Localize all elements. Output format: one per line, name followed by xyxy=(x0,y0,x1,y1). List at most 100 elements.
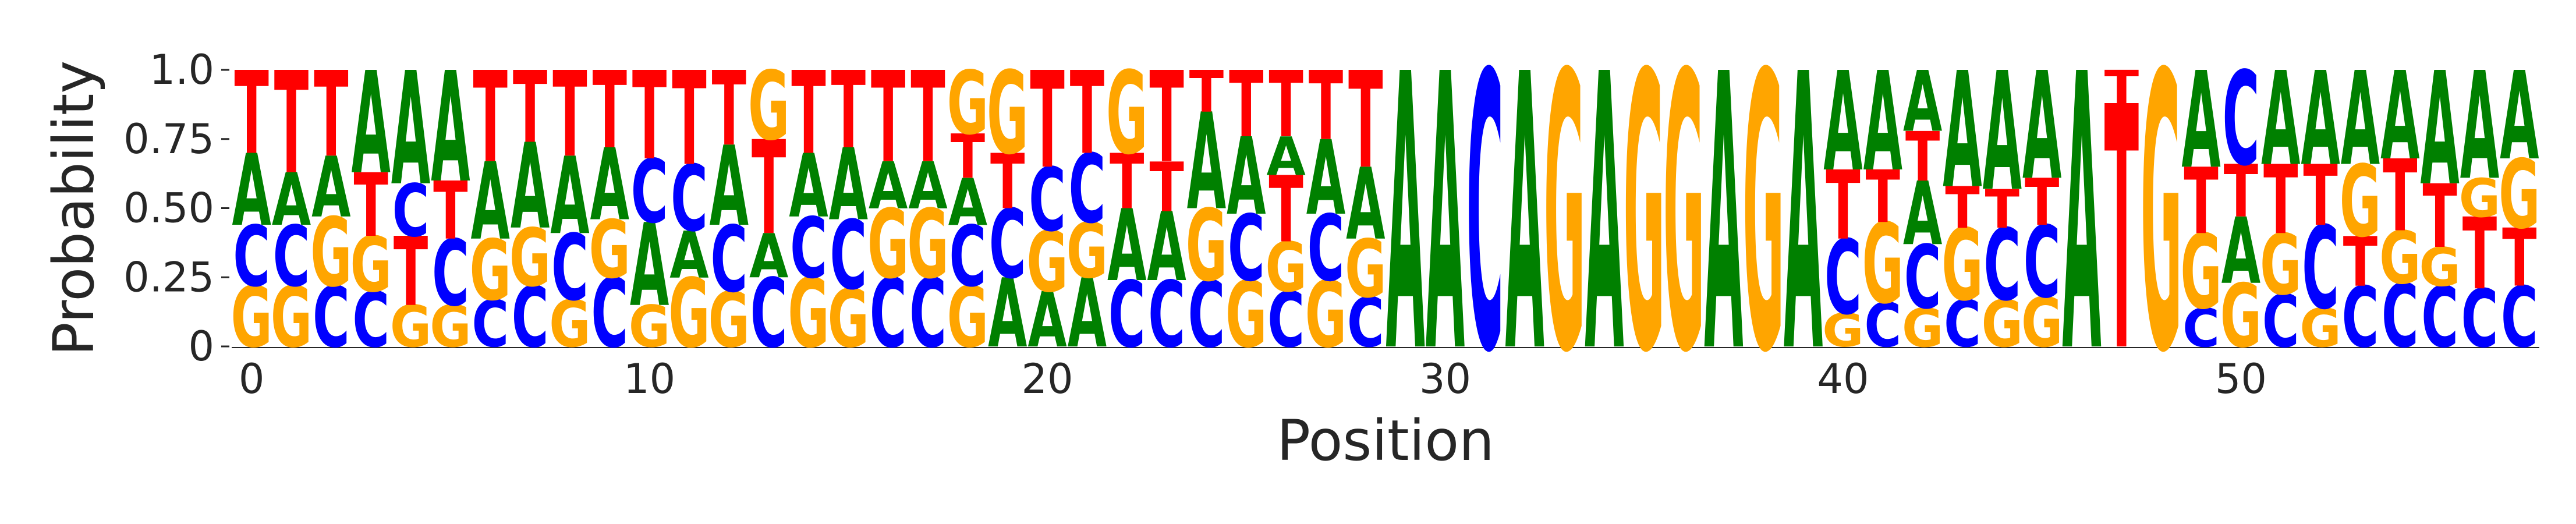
logo-letter-a: A xyxy=(1346,147,1385,262)
logo-letter-a: A xyxy=(2181,44,2220,199)
logo-letter-g: G xyxy=(1186,189,1227,304)
logo-letter-g: G xyxy=(828,274,869,366)
logo-letter-c: C xyxy=(1108,262,1146,368)
logo-letter-t: T xyxy=(2343,223,2377,302)
logo-letter-a: A xyxy=(471,140,510,264)
x-tick-label: 40 xyxy=(1817,355,1869,403)
logo-letter-a: A xyxy=(1505,0,1545,436)
logo-letter-t: T xyxy=(672,44,706,194)
logo-letter-a: A xyxy=(352,42,391,206)
logo-letter-a: A xyxy=(908,149,947,224)
logo-letter-c: C xyxy=(432,221,469,327)
logo-letter-a: A xyxy=(1704,0,1744,436)
x-axis: 0 10 20 30 40 50 xyxy=(232,347,2539,403)
logo-letter-g: G xyxy=(1225,262,1267,368)
logo-letter-a: A xyxy=(272,159,311,242)
logo-letter-g: G xyxy=(947,269,988,366)
logo-letter-t: T xyxy=(712,49,746,169)
logo-letter-a: A xyxy=(2221,199,2260,305)
logo-letter-a: A xyxy=(232,133,271,249)
logo-letter-c: C xyxy=(671,146,708,252)
logo-letter-c: C xyxy=(512,269,549,366)
logo-letter-a: A xyxy=(1027,277,1067,365)
logo-letter-a: A xyxy=(1386,0,1426,436)
logo-letter-g: G xyxy=(470,222,511,319)
logo-letter-g: G xyxy=(629,293,670,360)
logo-letter-c: C xyxy=(1944,288,1981,362)
logo-letter-c: C xyxy=(1983,208,2021,323)
logo-letter-c: C xyxy=(1347,284,1384,363)
logo-letter-c: C xyxy=(949,208,986,306)
logo-letter-t: T xyxy=(314,47,348,183)
logo-letter-a: A xyxy=(1863,43,1902,202)
logo-letter-g: G xyxy=(1544,0,1585,436)
logo-letter-t: T xyxy=(1866,156,1900,239)
logo-letters: GCATGCATCGATCGTAGTCAGCTACGATCGATGCATCGAT… xyxy=(231,0,2540,436)
logo-letter-g: G xyxy=(668,259,710,369)
logo-letter-a: A xyxy=(1068,259,1107,369)
logo-letter-c: C xyxy=(989,189,1026,300)
logo-letter-g: G xyxy=(310,198,352,309)
logo-letter-g: G xyxy=(1982,288,2023,362)
y-tick-label: 0 xyxy=(188,323,214,370)
logo-letter-c: C xyxy=(909,259,947,369)
logo-letter-c: C xyxy=(2382,265,2419,367)
logo-letter-g: G xyxy=(2340,144,2381,260)
y-tick-label: 0.50 xyxy=(123,185,214,232)
logo-letter-a: A xyxy=(1147,192,1186,303)
logo-letter-c: C xyxy=(1188,262,1225,368)
logo-letter-t: T xyxy=(2025,166,2059,240)
logo-letter-c: C xyxy=(472,288,509,362)
logo-letter-g: G xyxy=(1345,224,1386,316)
logo-letter-t: T xyxy=(473,45,508,190)
logo-letter-t: T xyxy=(433,165,467,258)
logo-letter-a: A xyxy=(829,128,868,243)
logo-letter-a: A xyxy=(550,134,589,258)
logo-letter-g: G xyxy=(748,51,789,162)
logo-letter-a: A xyxy=(2460,41,2499,213)
x-tick-label: 20 xyxy=(1022,355,1073,403)
logo-letter-g: G xyxy=(430,293,471,360)
logo-letter-g: G xyxy=(1624,0,1665,436)
logo-letter-c: C xyxy=(2342,269,2379,366)
logo-letter-c: C xyxy=(1228,196,1265,302)
logo-letter-a: A xyxy=(590,128,629,243)
logo-letter-t: T xyxy=(354,155,388,257)
y-tick-label: 0.75 xyxy=(123,115,214,163)
logo-letter-g: G xyxy=(1941,208,1983,323)
logo-letter-g: G xyxy=(947,52,988,154)
logo-letter-a: A xyxy=(2380,46,2419,187)
logo-letter-a: A xyxy=(1585,0,1624,436)
logo-letter-a: A xyxy=(1823,43,1862,202)
logo-letter-a: A xyxy=(1426,0,1465,436)
x-tick-label: 50 xyxy=(2215,355,2267,403)
x-tick-label: 30 xyxy=(1419,355,1471,403)
logo-letter-a: A xyxy=(431,40,470,217)
logo-letter-t: T xyxy=(1348,44,1383,199)
logo-letter-c: C xyxy=(870,259,907,369)
logo-letter-g: G xyxy=(1026,214,1068,311)
logo-letter-c: C xyxy=(2421,269,2458,366)
logo-letter-a: A xyxy=(710,122,749,251)
logo-letter-c: C xyxy=(750,259,788,369)
logo-letter-g: G xyxy=(987,48,1028,180)
logo-letter-t: T xyxy=(394,217,428,328)
logo-letter-c: C xyxy=(2182,298,2220,359)
logo-letter-c: C xyxy=(790,200,827,297)
logo-letter-a: A xyxy=(1903,163,1942,265)
logo-letter-t: T xyxy=(1268,157,1303,263)
y-axis: 0 0.25 0.50 0.75 1.0 xyxy=(123,46,229,370)
logo-letter-g: G xyxy=(867,189,909,300)
logo-letter-a: A xyxy=(1306,118,1345,238)
logo-letter-a: A xyxy=(1266,126,1305,188)
logo-letter-t: T xyxy=(752,114,786,264)
logo-letter-g: G xyxy=(2379,217,2421,300)
logo-letter-a: A xyxy=(2301,44,2340,194)
logo-letter-c: C xyxy=(352,277,389,365)
x-tick-label: 10 xyxy=(623,355,675,403)
logo-letter-g: G xyxy=(1106,48,1147,180)
logo-letter-c: C xyxy=(273,208,310,306)
logo-letter-c: C xyxy=(1267,277,1305,365)
logo-letter-t: T xyxy=(990,139,1025,227)
